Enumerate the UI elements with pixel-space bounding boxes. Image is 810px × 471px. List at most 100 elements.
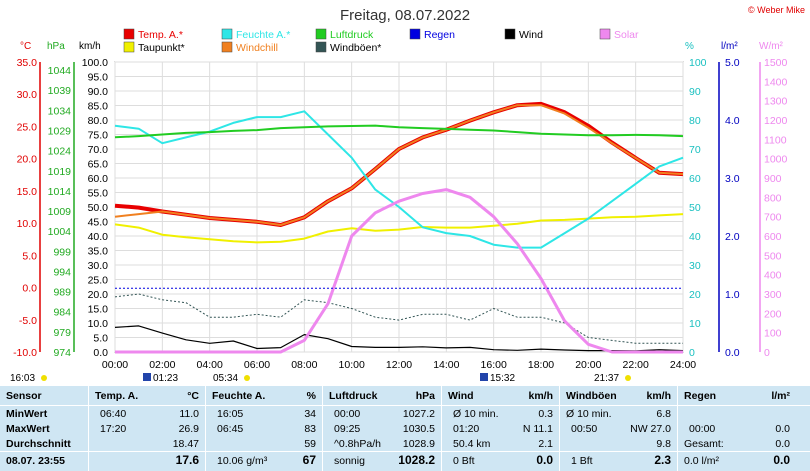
gust-max: NW 27.0	[630, 423, 671, 435]
avg-row-label: Durchschnitt	[6, 438, 71, 450]
temp-tick-label: 20.0	[17, 154, 38, 166]
humidity-avg: 59	[304, 438, 316, 450]
humidity-tick-label: 30	[689, 260, 701, 272]
x-tick-label: 06:00	[244, 359, 270, 371]
legend-label: Regen	[424, 29, 455, 41]
min-row-label: MinWert	[6, 408, 48, 420]
pressure-avg: 1028.9	[402, 438, 435, 450]
gust-avg: 9.8	[656, 438, 671, 450]
humidity-max-time: 06:45	[217, 423, 244, 435]
pressure-unit-label: hPa	[47, 41, 65, 52]
legend-swatch	[221, 41, 233, 53]
wind-column: Wind km/h Ø 10 min. 0.3 01:20 N 11.1 50.…	[442, 386, 559, 471]
legend-swatch	[504, 28, 516, 40]
humidity-min: 34	[304, 408, 316, 420]
sun-moon-row: 16:03 01:23 05:34 15:32 21:37	[10, 373, 631, 384]
temp-tick-label: 0.0	[22, 283, 37, 295]
sunrise-label: 05:34	[213, 373, 238, 384]
temp-max: 26.9	[178, 423, 199, 435]
gust-max-time: 00:50	[571, 423, 598, 435]
wind-10min: 0.3	[538, 408, 553, 420]
moonset-label: 01:23	[153, 373, 178, 384]
moonrise-label: 15:32	[490, 373, 515, 384]
temp-tick-label: 5.0	[22, 250, 37, 262]
legend-label: Taupunkt*	[138, 42, 185, 54]
rain-unit-label: l/m²	[721, 41, 738, 52]
x-tick-label: 22:00	[623, 359, 649, 371]
temp-tick-label: 10.0	[17, 218, 38, 230]
column-divider	[441, 386, 442, 471]
pressure-unit: hPa	[415, 390, 435, 402]
humidity-now: 67	[302, 453, 316, 467]
x-tick-label: 24:00	[670, 359, 696, 371]
rain-header: Regen	[684, 390, 717, 402]
solar-tick-label: 100	[764, 328, 782, 340]
wind-tick-label: 5.0	[93, 333, 108, 345]
weather-chart: Freitag, 08.07.2022 © Weber Mike Temp. A…	[10, 5, 805, 384]
x-tick-label: 08:00	[291, 359, 317, 371]
legend-swatch	[123, 41, 135, 53]
max-row-label: MaxWert	[6, 423, 50, 435]
legend-label: Feuchte A.*	[236, 29, 290, 41]
weather-desc: sonnig	[334, 455, 365, 467]
gust-bft: 1 Bft	[571, 455, 593, 467]
solar-tick-label: 1300	[764, 96, 788, 108]
legend-label: Temp. A.*	[138, 29, 183, 41]
wind-header: Wind	[448, 390, 474, 402]
solar-tick-label: 0	[764, 347, 770, 359]
wind-tick-label: 15.0	[88, 304, 109, 316]
pressure-tick-label: 1004	[48, 226, 72, 238]
solar-tick-label: 800	[764, 192, 782, 204]
pressure-tick-label: 994	[53, 266, 71, 278]
x-axis-labels: 00:00 02:00 04:00 06:00 08:00 10:00 12:00 14:00…	[102, 359, 696, 371]
copyright-text: © Weber Mike	[748, 5, 805, 15]
x-tick-label: 04:00	[197, 359, 223, 371]
humidity-tick-label: 100	[689, 57, 707, 69]
rain-now: 0.0	[773, 453, 790, 467]
pressure-tick-label: 1039	[48, 85, 72, 97]
wind-tick-label: 20.0	[88, 289, 109, 301]
rain-tick-label: 5.0	[725, 57, 740, 69]
temp-unit: °C	[187, 390, 199, 402]
legend-swatch	[599, 28, 611, 40]
chart-title: Freitag, 08.07.2022	[340, 7, 470, 24]
solar-tick-label: 1400	[764, 76, 788, 88]
pressure-tick-label: 1009	[48, 206, 72, 218]
humidity-header: Feuchte A.	[212, 390, 266, 402]
wind-tick-label: 50.0	[88, 202, 109, 214]
pressure-tick-label: 984	[53, 307, 71, 319]
legend-swatch	[409, 28, 421, 40]
humidity-tick-label: 0	[689, 347, 695, 359]
humidity-abs: 10.06 g/m³	[217, 455, 268, 467]
current-datetime: 08.07. 23:55	[6, 455, 65, 467]
wind-bft: 0 Bft	[453, 455, 475, 467]
series-line	[114, 104, 684, 226]
temp-tick-label: -5.0	[19, 315, 37, 327]
wind-unit-label: km/h	[79, 41, 101, 52]
humidity-max: 83	[304, 423, 316, 435]
rain-max-time: 00:00	[689, 423, 716, 435]
temp-tick-label: 25.0	[17, 121, 38, 133]
solar-tick-label: 1000	[764, 154, 788, 166]
column-divider	[88, 386, 89, 471]
gust-unit: km/h	[646, 390, 671, 402]
sensor-header: Sensor	[6, 390, 42, 402]
wind-tick-label: 75.0	[88, 130, 109, 142]
temp-tick-label: 35.0	[17, 57, 38, 69]
legend-swatch	[221, 28, 233, 40]
header-divider	[0, 405, 810, 406]
wind-tick-label: 45.0	[88, 217, 109, 229]
humidity-tick-label: 10	[689, 318, 701, 330]
time-left-label: 16:03	[10, 373, 35, 384]
solar-tick-label: 900	[764, 173, 782, 185]
x-tick-label: 02:00	[149, 359, 175, 371]
legend-label: Windböen*	[330, 42, 381, 54]
wind-tick-label: 35.0	[88, 246, 109, 258]
rain-unit: l/m²	[771, 390, 790, 402]
moonrise-icon	[480, 373, 488, 381]
wind-tick-label: 80.0	[88, 115, 109, 127]
x-tick-label: 16:00	[481, 359, 507, 371]
wind-tick-label: 85.0	[88, 101, 109, 113]
pressure-tick-label: 1019	[48, 166, 72, 178]
wind-tick-label: 70.0	[88, 144, 109, 156]
